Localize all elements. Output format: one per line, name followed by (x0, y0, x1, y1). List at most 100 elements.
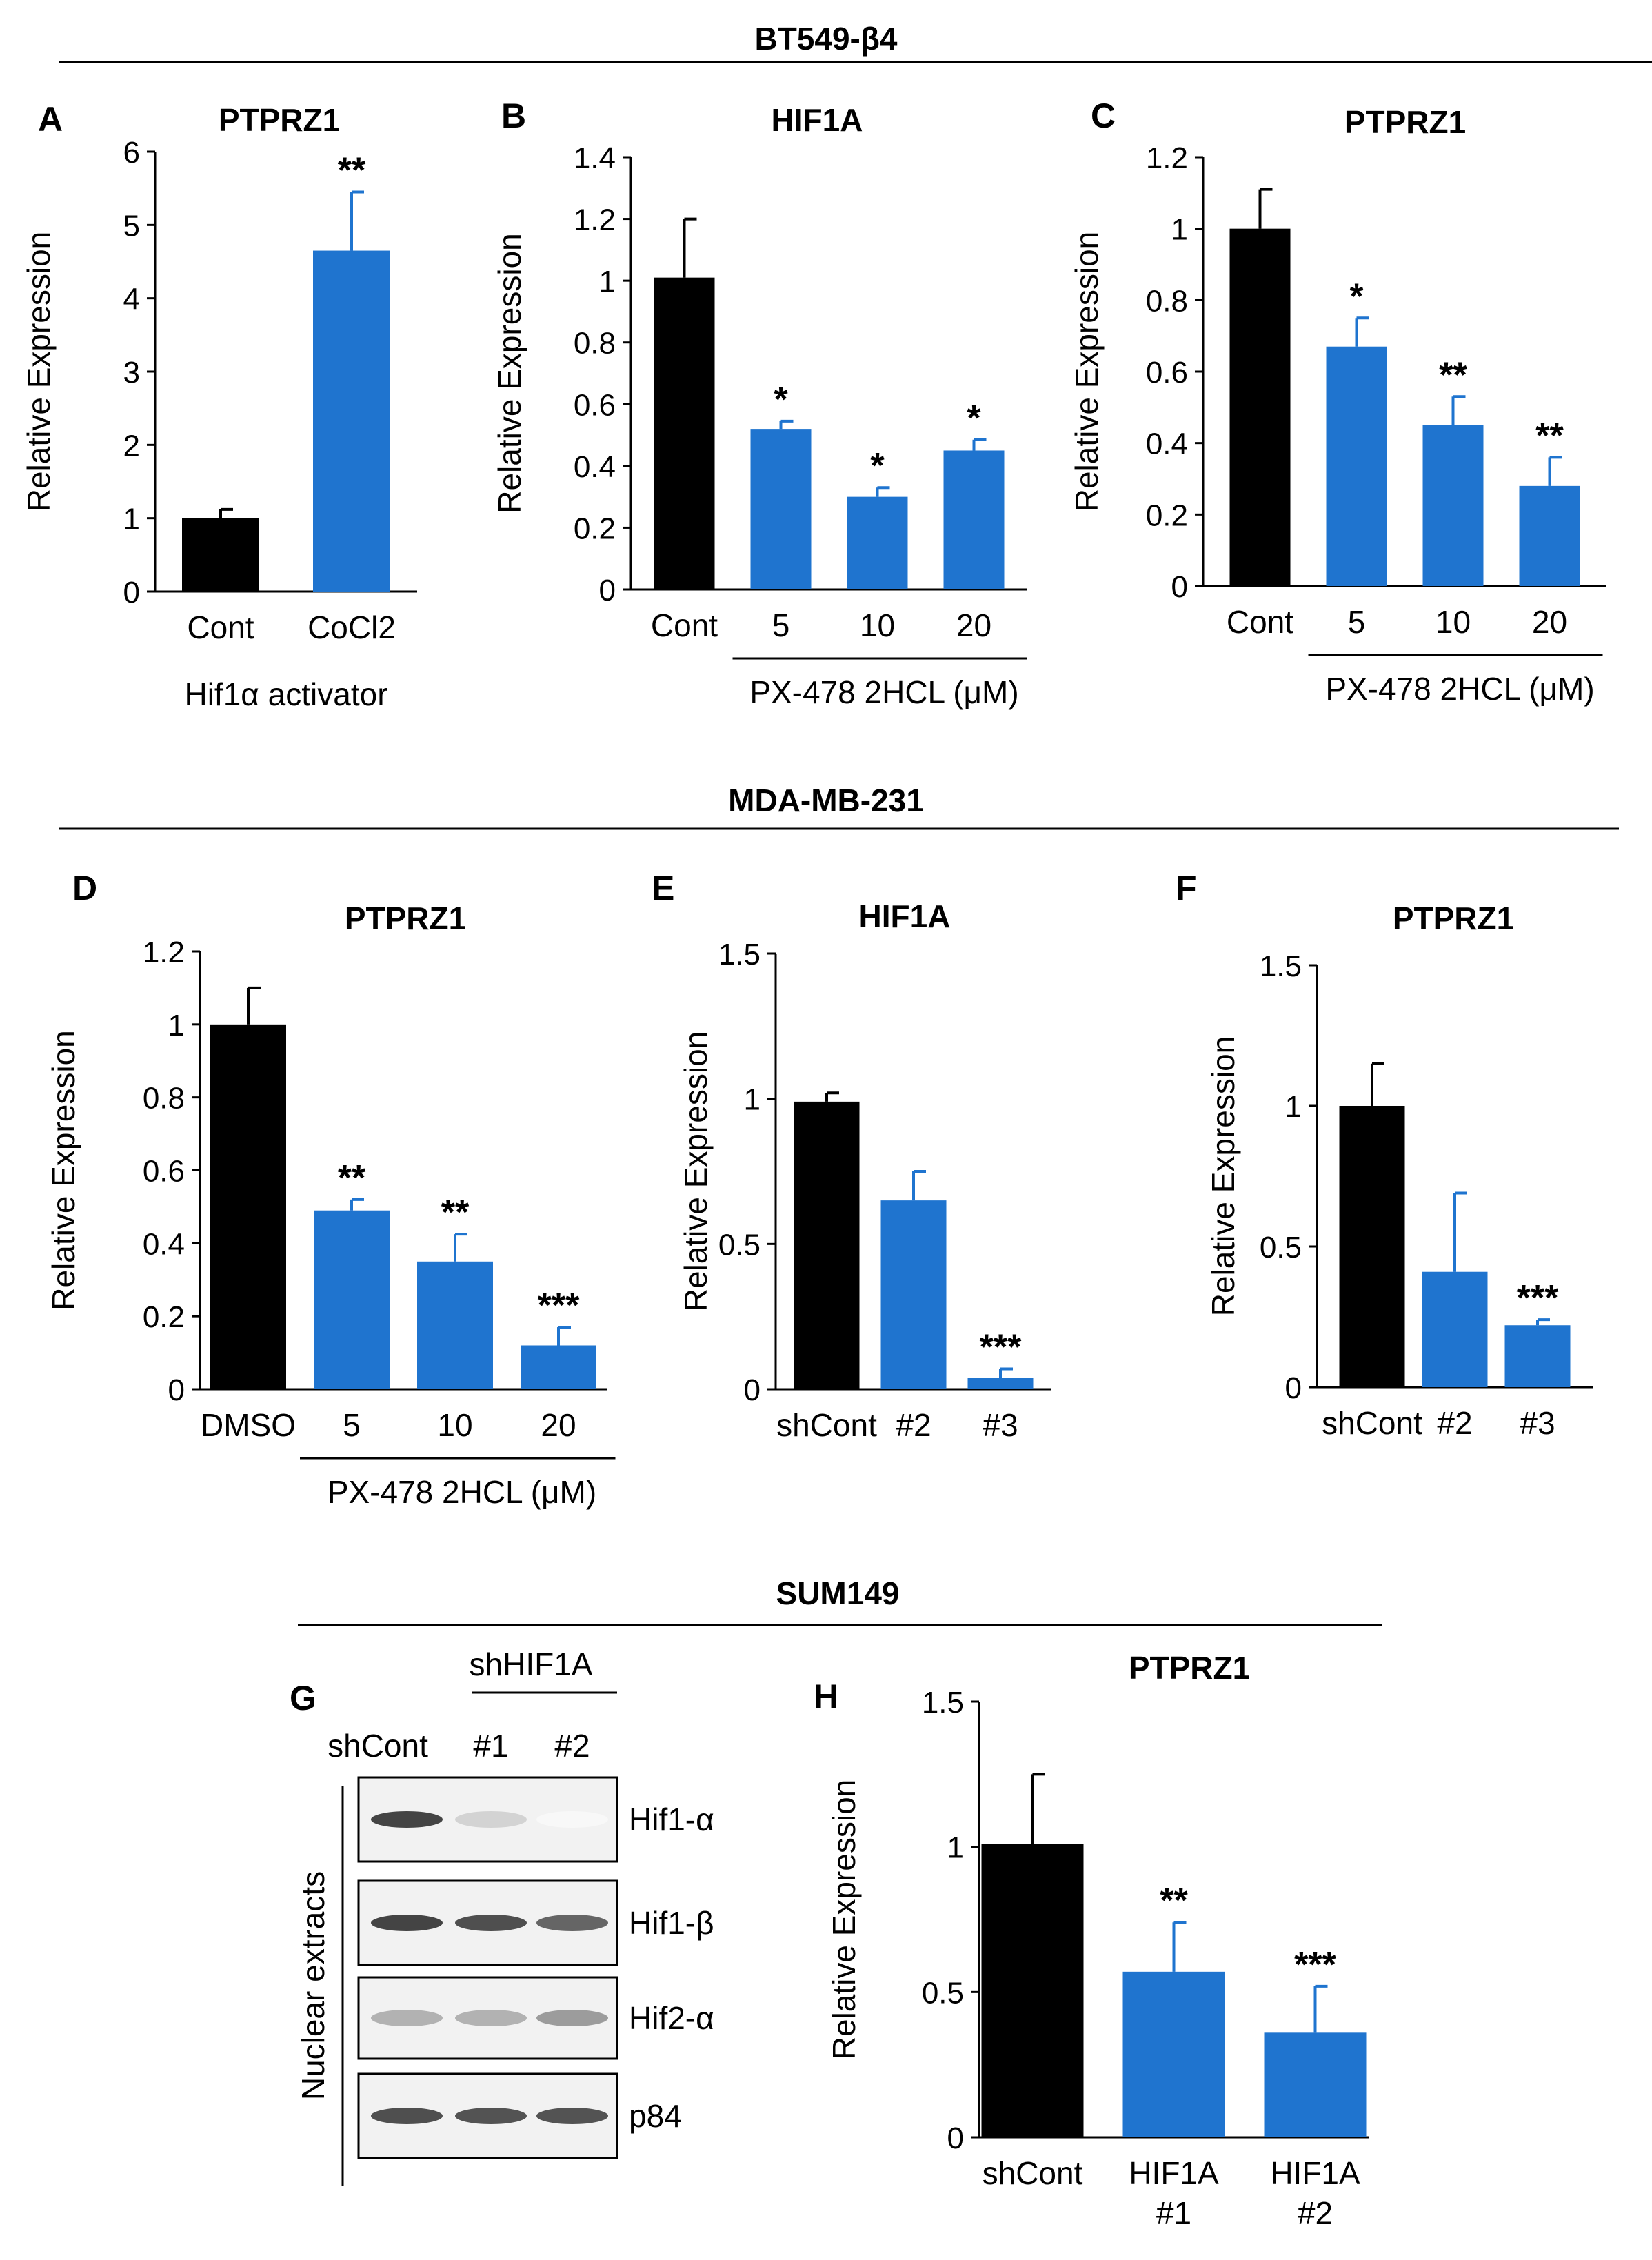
bar-C-3 (1519, 485, 1580, 586)
category-label-F-1: #2 (1437, 1405, 1472, 1441)
bar-D-0 (210, 1024, 286, 1389)
y-tick-label-C: 1 (1171, 213, 1188, 247)
y-tick-label-D: 0.2 (143, 1300, 185, 1334)
panel-letter-F: F (1176, 869, 1197, 907)
blot-row-label-2: Hif2-α (629, 2000, 714, 2036)
panel-letter-D: D (72, 869, 97, 907)
y-tick-label-D: 1.2 (143, 936, 185, 969)
y-tick-label-H: 0.5 (922, 1976, 964, 2010)
chart-title-H: PTPRZ1 (1129, 1650, 1250, 1686)
y-tick-label-A: 6 (123, 136, 140, 170)
bar-H-0 (981, 1844, 1084, 2137)
blot-band-1-2 (536, 1915, 608, 1931)
bar-E-1 (880, 1200, 947, 1389)
category-label-E-0: shCont (776, 1407, 877, 1443)
y-tick-label-A: 4 (123, 283, 140, 316)
significance-label-D-1: ** (338, 1158, 366, 1198)
group-label-A: Hif1α activator (184, 676, 387, 712)
category-label-H-1: HIF1A (1129, 2155, 1219, 2191)
section-title-mda: MDA-MB-231 (728, 783, 924, 818)
chart-title-C: PTPRZ1 (1344, 104, 1466, 140)
category-label-A-0: Cont (187, 609, 254, 645)
panel-letter-E: E (652, 869, 674, 907)
blot-band-2-2 (536, 2010, 608, 2026)
bar-A-0 (182, 518, 259, 592)
y-tick-label-B: 0.2 (574, 512, 616, 545)
significance-label-H-2: *** (1294, 1945, 1336, 1985)
y-tick-label-H: 1 (947, 1831, 964, 1865)
y-tick-label-C: 0 (1171, 570, 1188, 604)
chart-title-F: PTPRZ1 (1393, 900, 1514, 936)
y-tick-label-E: 0.5 (718, 1228, 760, 1262)
y-tick-label-B: 0.4 (574, 450, 616, 484)
y-tick-label-D: 0.4 (143, 1227, 185, 1261)
category-label-D-3: 20 (541, 1407, 576, 1443)
chart-H: H PTPRZ1 Relative Expression 0 0.5 1 1.5 shCont… (814, 1650, 1369, 2231)
category-label-F-2: #3 (1520, 1405, 1555, 1441)
chart-B: B HIF1A Relative Expression 0 0.2 0.4 0.6 0.8 1 1… (492, 97, 1027, 710)
group-label-C: PX-478 2HCL (μM) (1325, 671, 1594, 707)
bar-F-1 (1422, 1271, 1488, 1387)
y-axis-label-H: Relative Expression (826, 1779, 862, 2060)
panel-letter-C: C (1091, 97, 1116, 135)
category-label-E-2: #3 (983, 1407, 1018, 1443)
blot-lane-label-0: shCont (328, 1728, 428, 1764)
bar-C-0 (1229, 228, 1291, 587)
category-label-H-0: shCont (983, 2155, 1083, 2191)
blot-band-1-1 (455, 1915, 527, 1931)
category-label-C-2: 10 (1436, 604, 1471, 640)
blot-lane-label-2: #2 (554, 1728, 590, 1764)
category-label-B-3: 20 (956, 607, 991, 643)
y-tick-label-F: 1.5 (1260, 949, 1302, 983)
blot-group-label: shHIF1A (470, 1646, 593, 1682)
significance-label-B-2: * (870, 446, 885, 486)
y-tick-label-A: 5 (123, 209, 140, 243)
y-tick-label-C: 0.4 (1146, 427, 1188, 461)
category-label-C-3: 20 (1532, 604, 1567, 640)
y-tick-label-A: 0 (123, 576, 140, 609)
blot-side-label: Nuclear extracts (295, 1871, 331, 2100)
y-tick-label-B: 1.4 (574, 141, 616, 175)
chart-D: D PTPRZ1 Relative Expression 0 0.2 0.4 0.6 0.8 1… (46, 869, 616, 1510)
blot-row-label-3: p84 (629, 2098, 682, 2134)
y-tick-label-B: 0.6 (574, 388, 616, 422)
chart-F: F PTPRZ1 Relative Expression 0 0.5 1 1.5 shCont… (1176, 869, 1593, 1441)
category-label-D-1: 5 (343, 1407, 361, 1443)
category-label-C-0: Cont (1227, 604, 1293, 640)
significance-label-C-2: ** (1439, 355, 1467, 395)
y-tick-label-D: 1 (168, 1009, 185, 1042)
bar-E-2 (967, 1378, 1034, 1389)
blot-band-0-1 (455, 1811, 527, 1828)
bar-D-2 (417, 1261, 493, 1389)
chart-A: A PTPRZ1 Relative Expression 0 1 2 3 4 5 6 Cont ** C… (21, 100, 417, 712)
y-tick-label-F: 0 (1285, 1371, 1302, 1405)
category-label-D-0: DMSO (201, 1407, 296, 1443)
y-tick-label-F: 1 (1285, 1090, 1302, 1124)
significance-label-D-2: ** (441, 1193, 470, 1233)
significance-label-H-1: ** (1160, 1881, 1188, 1921)
y-axis-label-B: Relative Expression (492, 233, 527, 514)
blot-lane-label-1: #1 (473, 1728, 508, 1764)
bar-F-0 (1339, 1106, 1405, 1387)
chart-title-A: PTPRZ1 (219, 102, 340, 138)
y-tick-label-E: 1 (744, 1083, 760, 1117)
bar-H-2 (1264, 2032, 1367, 2137)
y-tick-label-C: 1.2 (1146, 141, 1188, 175)
y-tick-label-B: 1.2 (574, 203, 616, 237)
y-tick-label-B: 0 (599, 574, 616, 607)
significance-label-E-2: *** (980, 1328, 1022, 1368)
category-label-C-1: 5 (1348, 604, 1366, 640)
y-tick-label-A: 1 (123, 503, 140, 536)
y-tick-label-E: 1.5 (718, 938, 760, 971)
bar-D-1 (314, 1210, 390, 1389)
blot-band-3-2 (536, 2108, 608, 2124)
y-axis-label-C: Relative Expression (1069, 232, 1105, 512)
blot-row-label-0: Hif1-α (629, 1802, 714, 1837)
bar-B-0 (654, 277, 715, 589)
panel-letter-H: H (814, 1677, 838, 1716)
category-label-E-1: #2 (896, 1407, 931, 1443)
y-tick-label-F: 0.5 (1260, 1231, 1302, 1264)
bar-C-2 (1422, 425, 1484, 586)
